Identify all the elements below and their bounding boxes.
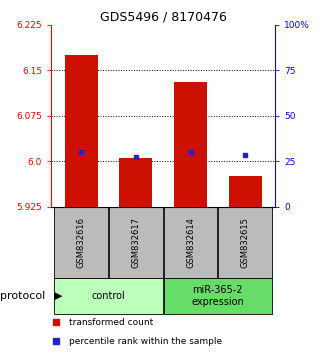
Text: GSM832617: GSM832617 (132, 217, 140, 268)
Bar (164, 207, 217, 278)
Bar (119, 158, 152, 207)
Text: ▶: ▶ (54, 291, 63, 301)
Title: GDS5496 / 8170476: GDS5496 / 8170476 (100, 11, 227, 24)
Text: miR-365-2
expression: miR-365-2 expression (191, 285, 244, 307)
Bar (109, 207, 163, 278)
Bar (54, 207, 108, 278)
Text: GSM832614: GSM832614 (186, 217, 195, 268)
Text: GSM832615: GSM832615 (241, 217, 250, 268)
Bar (229, 177, 261, 207)
Text: GSM832616: GSM832616 (77, 217, 86, 268)
Text: control: control (92, 291, 125, 301)
Text: transformed count: transformed count (69, 318, 153, 326)
Bar (218, 207, 272, 278)
Text: protocol: protocol (0, 291, 45, 301)
Bar (174, 82, 207, 207)
Bar (164, 278, 272, 314)
Bar (54, 278, 163, 314)
Bar (65, 55, 98, 207)
Text: percentile rank within the sample: percentile rank within the sample (69, 337, 222, 346)
